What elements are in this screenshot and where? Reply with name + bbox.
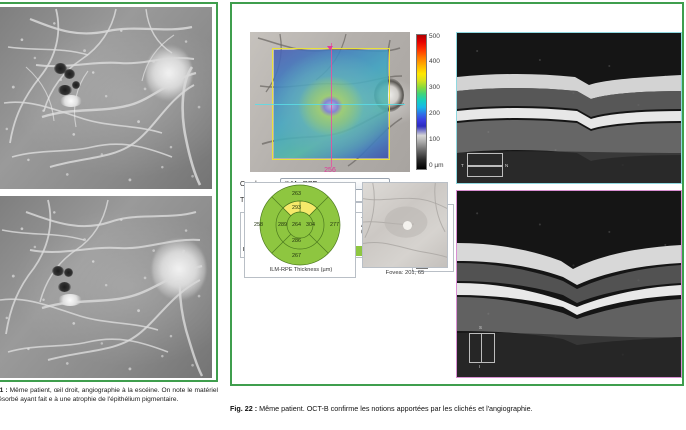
hypofluorescent-lesion [64,69,75,79]
marker-label-inferior: I [479,364,481,369]
hyperfluorescent-atrophy [58,294,82,306]
retinal-vessels-icon [3,8,202,186]
scan-orientation-midline [481,333,482,363]
fovea-caption: Fovea: 201, 65 [385,270,425,276]
colorbar-unit: 0 µm [429,162,444,169]
hypofluorescent-lesion [52,266,64,276]
marker-label-temporal: T [461,163,464,168]
retinal-layers [457,243,681,377]
colorbar-tick-400: 400 [429,58,440,65]
hypofluorescent-lesion [64,268,73,277]
hypofluorescent-lesion [54,63,67,74]
colorbar-tick-500: 500 [429,33,440,40]
marker-label-superior: S [479,325,483,330]
left-figure-panel [0,2,218,382]
angiography-image-bottom [0,196,212,378]
colorbar-tick-300: 300 [429,84,440,91]
right-caption-number: Fig. 22 : [230,404,258,413]
hypofluorescent-lesion [58,85,72,95]
oct-software-window: 256 500 400 300 200 100 0 µm Overlay ILM… [232,4,682,384]
angiography-image-top [0,7,212,189]
left-figure-caption: 21 : Même patient, œil droit, angiograph… [0,386,218,405]
scan-position-marker-icon [327,46,333,50]
map-bottom-value: 256 [324,167,336,172]
b-scan-vertical[interactable]: S I [456,190,682,378]
right-caption-text: Même patient. OCT-B confirme les notions… [257,404,533,413]
colorbar-tick-labels: 500 400 300 200 100 0 µm [429,32,459,172]
left-caption-number: 21 : [0,387,8,394]
scan-area-square [255,43,405,167]
colorbar-tick-200: 200 [429,110,440,117]
fovea-thumbnail [362,182,448,268]
left-caption-text: Même patient, œil droit, angiographie à … [0,387,218,404]
optic-disc [152,238,206,300]
vertical-scan-line[interactable] [331,43,332,167]
horizontal-scan-line[interactable] [255,104,405,105]
right-figure-caption: Fig. 22 : Même patient. OCT-B confirme l… [230,404,684,414]
fovea-bright-spot [403,221,412,230]
etdrs-grid-icon[interactable] [245,183,355,267]
hypofluorescent-lesion [58,282,71,292]
hypofluorescent-lesion [72,81,80,89]
hyperfluorescent-atrophy [60,95,82,107]
etdrs-caption: ILM-RPE Thickness (µm) [269,267,333,273]
marker-label-nasal: N [505,163,509,168]
thickness-map-overlay[interactable]: 256 [250,32,410,172]
right-figure-panel: 256 500 400 300 200 100 0 µm Overlay ILM… [230,2,684,386]
optic-disc [146,45,192,101]
scan-orientation-marker [469,333,495,363]
b-scan-horizontal[interactable]: T N [456,32,682,184]
cirrus-analysis-panel: 256 500 400 300 200 100 0 µm Overlay ILM… [240,32,454,380]
retinal-layers [457,74,681,183]
scan-orientation-midline [467,165,503,167]
etdrs-grid-panel: 263 293 264 289 304 286 258 277 267 ILM-… [244,182,356,278]
thickness-colorbar [416,34,427,170]
colorbar-tick-100: 100 [429,136,440,143]
